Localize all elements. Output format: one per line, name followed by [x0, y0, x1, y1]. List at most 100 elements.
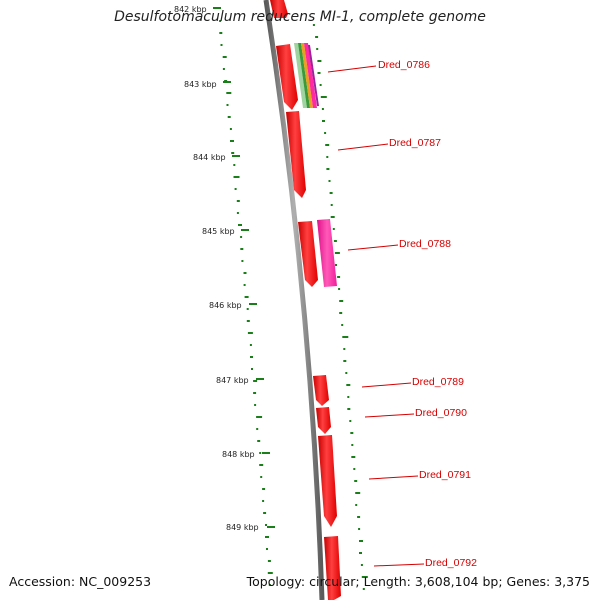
kbp-axis: 842 kbp 843 kbp 844 kbp 845 kbp 846 kbp … — [174, 5, 259, 532]
gc-mark — [317, 60, 322, 62]
gc-mark — [254, 404, 257, 406]
gc-mark — [347, 408, 351, 410]
gene-label[interactable]: Dred_0792 — [425, 557, 477, 569]
gene-arrow[interactable] — [270, 0, 288, 18]
gene-arrow-dred-0792[interactable] — [324, 536, 341, 600]
gc-mark — [230, 140, 234, 142]
gene-label[interactable]: Dred_0786 — [378, 59, 430, 71]
gc-mark — [220, 44, 223, 46]
gc-mark — [359, 552, 362, 554]
gc-mark — [265, 524, 267, 526]
gc-mark — [315, 36, 319, 38]
gc-mark — [345, 372, 348, 374]
gc-mark — [267, 560, 271, 562]
gc-mark — [361, 576, 368, 578]
gc-mark — [330, 204, 333, 206]
gc-mark — [240, 236, 243, 238]
gc-mark — [351, 444, 354, 446]
gc-mark — [326, 156, 329, 158]
gc-mark — [343, 348, 346, 350]
gc-mark — [263, 512, 267, 514]
gene-label[interactable]: Dred_0791 — [419, 469, 471, 481]
gc-mark — [226, 104, 229, 106]
gene-label[interactable]: Dred_0788 — [399, 238, 451, 250]
gene-label[interactable]: Dred_0789 — [412, 376, 464, 388]
genome-summary: Topology: circular; Length: 3,608,104 bp… — [246, 574, 590, 589]
gc-mark — [226, 92, 232, 94]
gc-mark — [339, 300, 344, 302]
gene-labels — [327, 65, 425, 567]
kbp-label: 849 kbp — [226, 523, 259, 532]
gc-mark — [332, 228, 335, 230]
gc-mark — [358, 528, 361, 530]
gc-mark — [236, 212, 239, 214]
map-title: Desulfotomaculum reducens MI-1, complete… — [114, 9, 486, 25]
gc-mark — [333, 240, 337, 242]
gc-mark — [238, 224, 242, 226]
gc-mark — [262, 500, 265, 502]
gene-arrow-dred-0787[interactable] — [286, 111, 306, 198]
gc-content-track — [219, 20, 273, 586]
gc-mark — [244, 296, 249, 298]
gc-mark — [260, 476, 263, 478]
gc-mark — [353, 468, 356, 470]
kbp-label: 847 kbp — [216, 376, 249, 385]
genome-backbone — [263, 0, 325, 600]
gc-mark — [219, 20, 222, 22]
gc-mark — [354, 480, 358, 482]
gc-mark — [355, 504, 358, 506]
gc-mark — [249, 344, 252, 346]
gc-mark — [233, 176, 240, 178]
gc-mark — [241, 260, 244, 262]
gc-mark — [259, 452, 262, 454]
gc-mark — [349, 420, 352, 422]
gc-mark — [312, 24, 315, 26]
gc-mark — [246, 320, 250, 322]
gc-mark — [246, 308, 249, 310]
kbp-label: 848 kbp — [222, 450, 255, 459]
gene-label[interactable]: Dred_0790 — [415, 407, 467, 419]
gc-mark — [227, 116, 231, 118]
gene-arrow-dred-0789[interactable] — [313, 375, 329, 406]
gc-mark — [322, 120, 325, 122]
kbp-label: 842 kbp — [174, 5, 207, 14]
gc-mark — [229, 128, 232, 130]
gc-mark — [355, 492, 361, 494]
gc-mark — [324, 132, 327, 134]
gc-mark — [259, 464, 264, 466]
gc-mark — [243, 272, 247, 274]
gc-mark — [330, 216, 335, 218]
gc-mark — [334, 252, 340, 254]
gene-features — [270, 0, 341, 600]
kbp-label: 845 kbp — [202, 227, 235, 236]
accession-text: Accession: NC_009253 — [9, 574, 152, 589]
gc-skew-track — [312, 24, 368, 590]
gene-arrow-dred-0788[interactable] — [298, 221, 318, 287]
gc-mark — [335, 264, 337, 266]
magenta-feature — [317, 219, 337, 287]
gene-label-texts: Dred_0786 Dred_0787 Dred_0788 Dred_0789 … — [378, 59, 477, 569]
gc-mark — [253, 392, 257, 394]
gc-mark — [357, 516, 361, 518]
gc-mark — [351, 456, 356, 458]
gene-label[interactable]: Dred_0787 — [389, 137, 441, 149]
gc-mark — [234, 188, 237, 190]
kbp-label: 844 kbp — [193, 153, 226, 162]
gc-mark — [256, 416, 263, 418]
gc-mark — [350, 432, 354, 434]
gc-mark — [267, 572, 273, 574]
gene-arrow-dred-0790[interactable] — [316, 407, 331, 434]
gc-mark — [338, 288, 341, 290]
gc-mark — [325, 144, 330, 146]
gc-mark — [342, 336, 349, 338]
gene-arrow-dred-0786[interactable] — [276, 44, 298, 110]
gc-mark — [222, 56, 227, 58]
kbp-ticks — [213, 7, 275, 528]
gc-mark — [233, 164, 236, 166]
gc-mark — [337, 276, 341, 278]
gc-mark — [236, 200, 240, 202]
gc-mark — [262, 488, 266, 490]
kbp-label: 843 kbp — [184, 80, 217, 89]
gene-arrow-dred-0791[interactable] — [318, 435, 337, 527]
